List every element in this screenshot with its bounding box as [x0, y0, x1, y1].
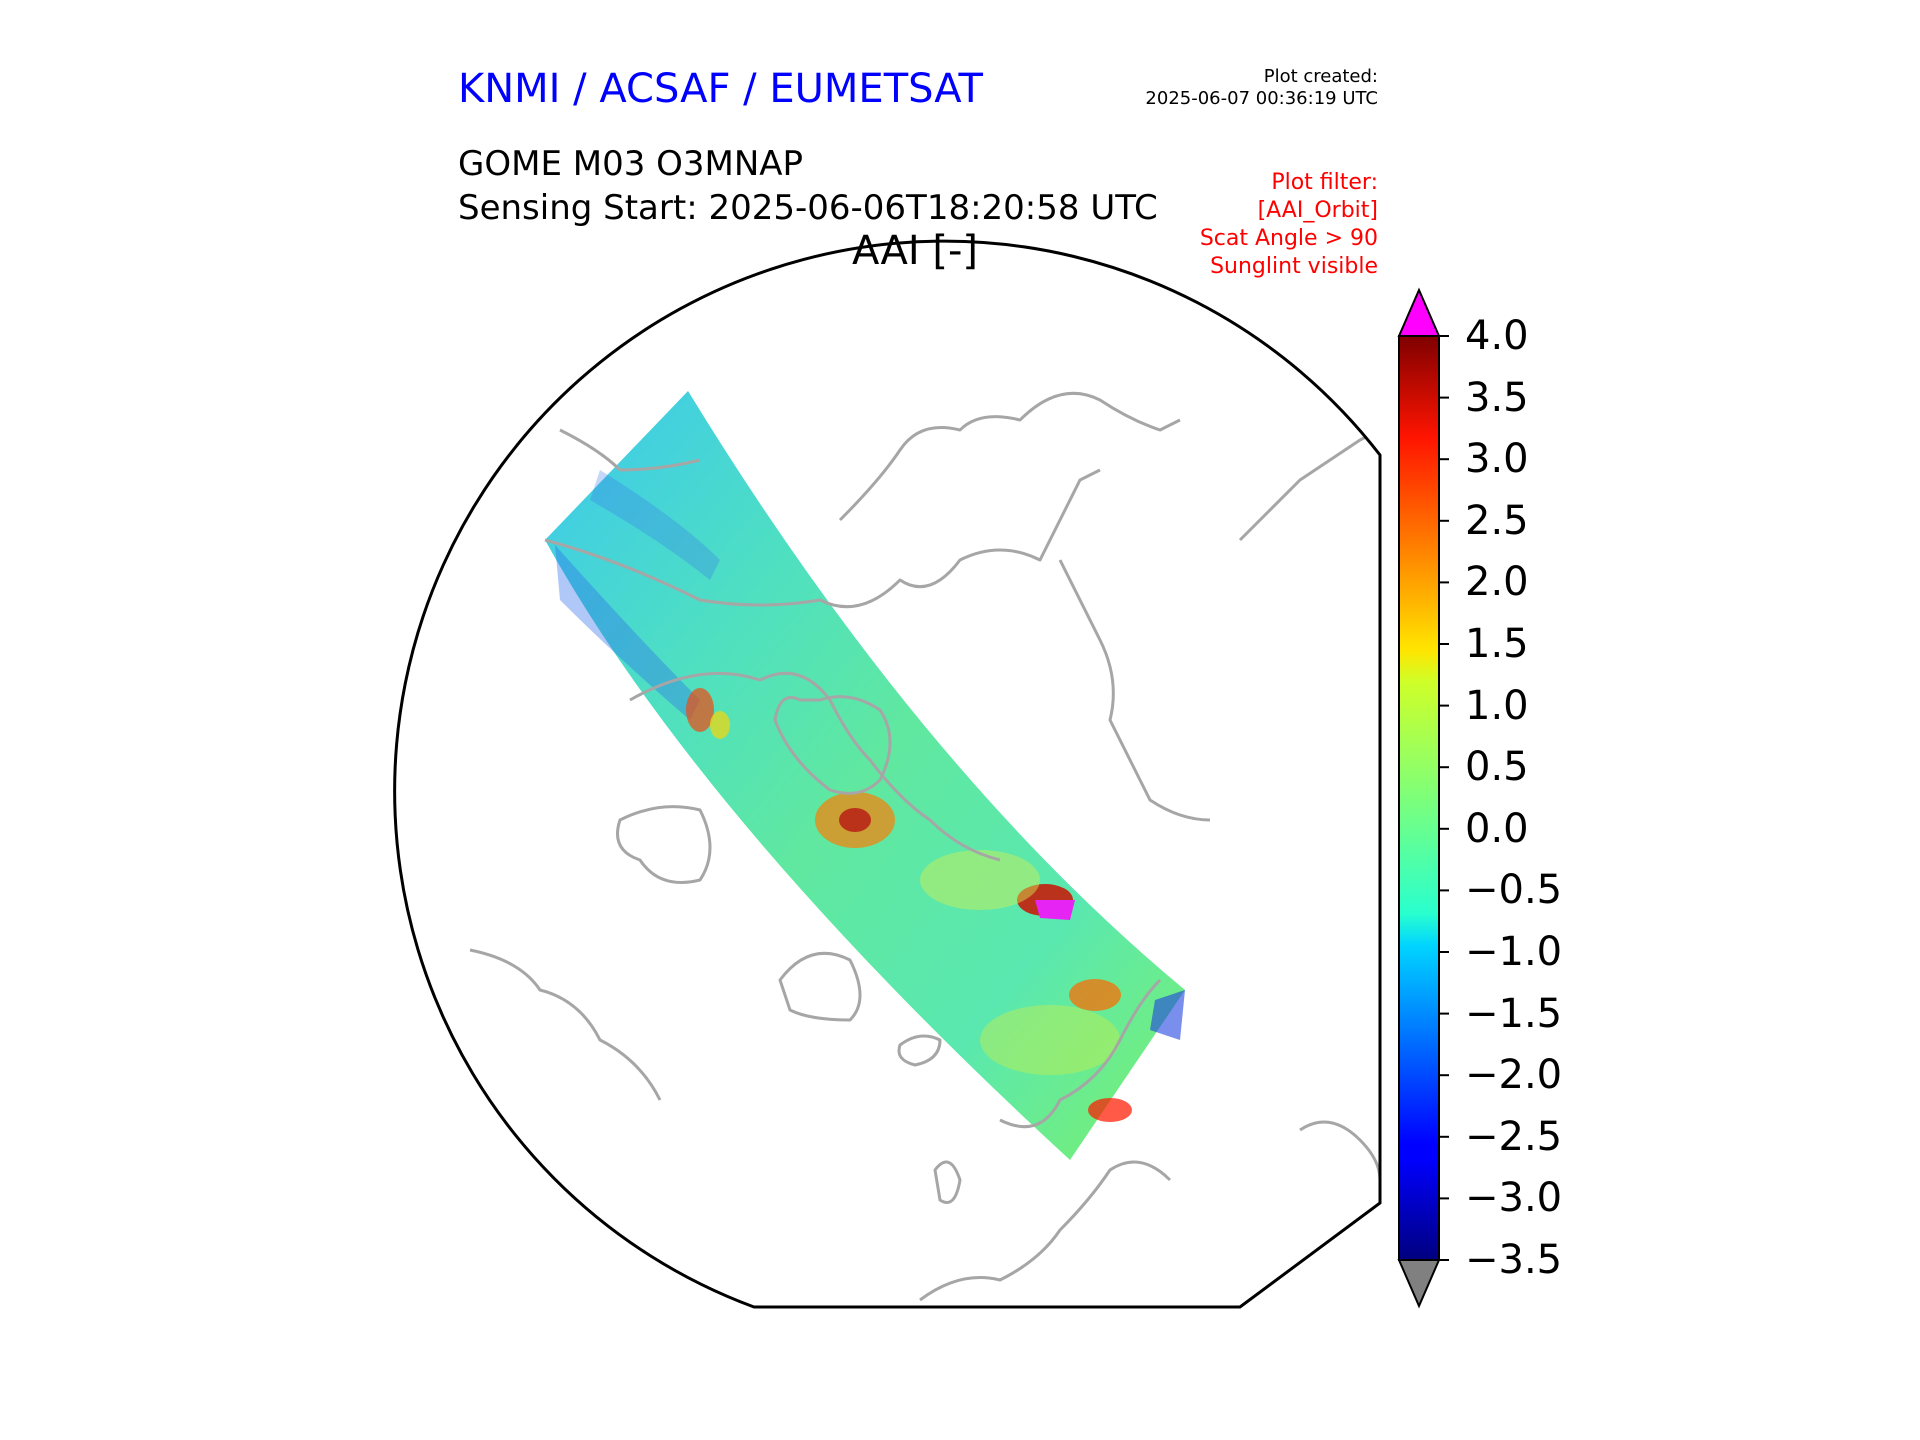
coastline-europe: [919, 1160, 1172, 1302]
coastline-east-asia: [1238, 428, 1380, 542]
coastline-taimyr: [1058, 559, 1211, 822]
swath-mid-region: [980, 1005, 1120, 1075]
colorbar-tick-label: 0.0: [1465, 805, 1529, 852]
colorbar-tick-label: 1.5: [1465, 621, 1529, 667]
header-organization: KNMI / ACSAF / EUMETSAT: [458, 66, 983, 112]
coastline-alaska: [559, 428, 701, 472]
coastline-iceland: [897, 1034, 942, 1067]
swath-high-spot: [710, 711, 730, 739]
colorbar-tick-label: −2.5: [1465, 1113, 1563, 1160]
colorbar-tick-label: 2.5: [1465, 497, 1529, 544]
colorbar-tick-label: 3.0: [1465, 436, 1529, 483]
colorbar-under-triangle: [1397, 1259, 1441, 1309]
swath-high-spot: [1069, 979, 1121, 1011]
coastline-greenland: [773, 695, 892, 795]
colorbar-tick-label: −3.5: [1465, 1237, 1563, 1283]
map-area: [469, 391, 1380, 1302]
plot-created-label: Plot created:: [1263, 66, 1378, 87]
swath-over-max: [1035, 900, 1075, 920]
sensing-start: Sensing Start: 2025-06-06T18:20:58 UTC: [458, 188, 1158, 228]
coastlines: [469, 391, 1380, 1302]
plot-filter-line: Scat Angle > 90: [1199, 226, 1378, 251]
plot-filter-line: [AAI_Orbit]: [1257, 198, 1378, 223]
colorbar-gradient: [1398, 335, 1440, 1261]
product-title: GOME M03 O3MNAP: [458, 144, 804, 184]
colorbar-tick-label: 1.0: [1465, 682, 1529, 729]
coastline-scandinavia: [999, 978, 1162, 1129]
coastline-siberia: [838, 391, 1181, 522]
colorbar-over-triangle: [1397, 287, 1441, 337]
colorbar-tick-label: 0.5: [1465, 744, 1529, 791]
plot-filter-line: Sunglint visible: [1210, 254, 1378, 279]
colorbar: [1397, 287, 1449, 1309]
colorbar-tick-label: 3.5: [1465, 374, 1529, 421]
plot-created-time: 2025-06-07 00:36:19 UTC: [1145, 88, 1378, 109]
plot-filter-line: Plot filter:: [1271, 170, 1378, 195]
colorbar-tick-label: −1.5: [1465, 990, 1563, 1037]
swath-high-spot: [839, 808, 871, 832]
coastline-hudson-bay: [616, 805, 712, 884]
swath-low-band: [590, 470, 720, 580]
colorbar-tick-marks: [1439, 335, 1449, 1261]
map-title: AAI [-]: [852, 228, 978, 274]
coastline-baffin: [778, 951, 862, 1022]
colorbar-tick-label: −1.0: [1465, 929, 1563, 975]
coastline-canadian-arctic: [629, 671, 1001, 862]
swath-features: [555, 470, 1185, 1122]
colorbar-tick-label: 4.0: [1465, 313, 1529, 359]
swath-high-spot: [1088, 1098, 1132, 1122]
swath-low-edge: [1150, 990, 1185, 1040]
colorbar-tick-label: −0.5: [1465, 867, 1563, 914]
colorbar-tick-label: −2.0: [1465, 1052, 1563, 1099]
swath-mid-region: [920, 850, 1040, 910]
colorbar-tick-label: 2.0: [1465, 559, 1529, 606]
colorbar-tick-label: −3.0: [1465, 1175, 1563, 1222]
coastline-asia-southeast: [1299, 1120, 1380, 1181]
map-frame: [393, 239, 1382, 1309]
coastline-britain: [933, 1160, 962, 1204]
coastline-north-america: [544, 468, 1101, 609]
swath-high-spot: [686, 688, 714, 732]
aai-swath: [545, 391, 1185, 1160]
coastline-north-america-east: [469, 948, 662, 1101]
swath-low-band: [555, 545, 700, 720]
